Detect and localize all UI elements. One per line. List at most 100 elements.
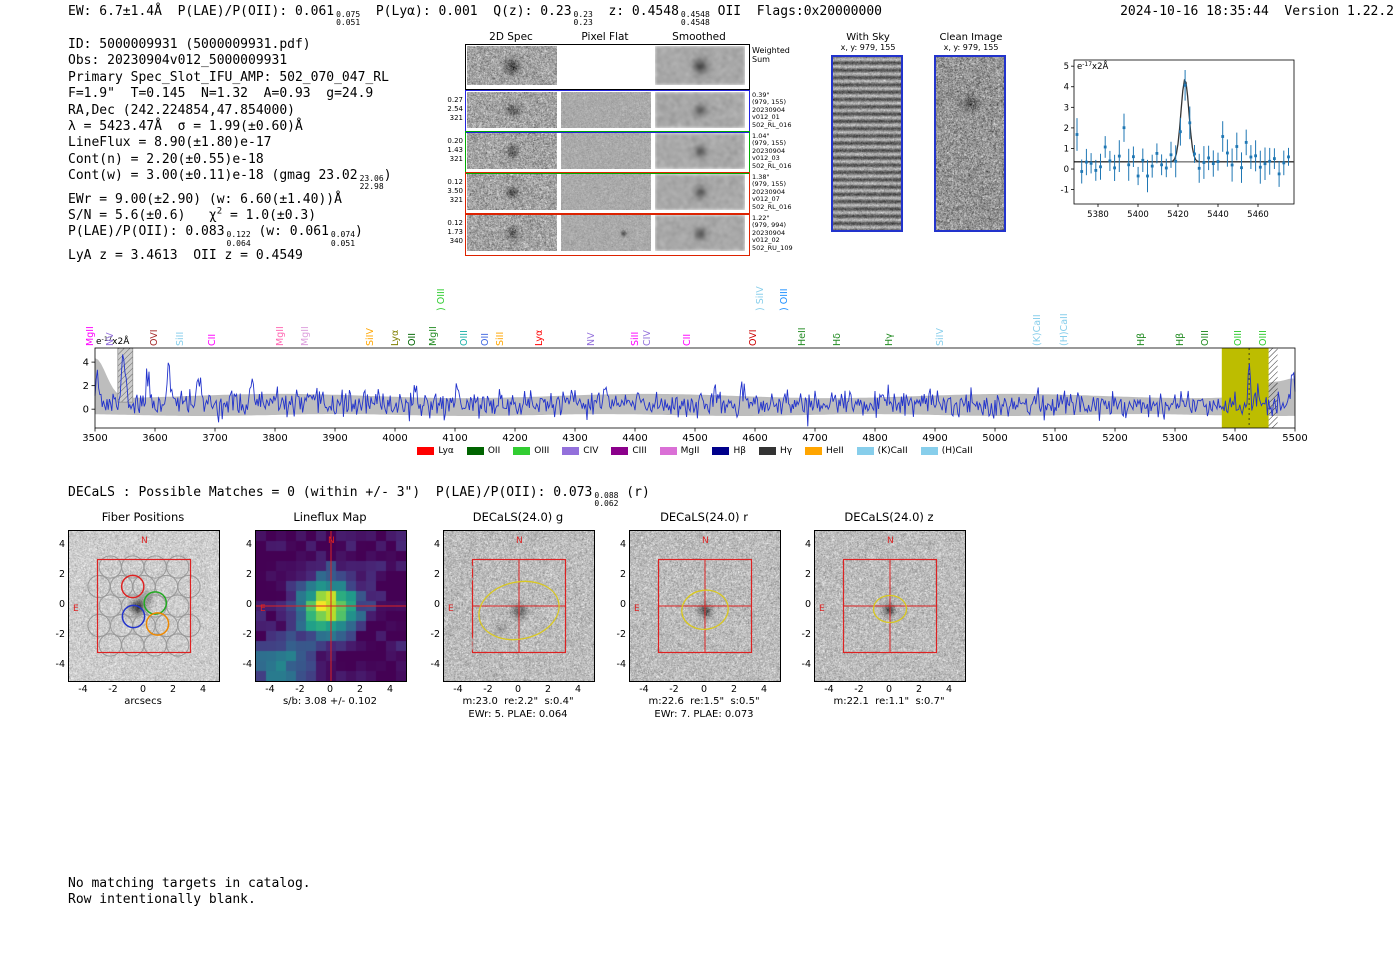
row-scale-value: 321 bbox=[449, 155, 463, 163]
spec2d-row bbox=[465, 131, 750, 174]
data-point bbox=[1179, 130, 1182, 134]
compass-east-label: E bbox=[819, 604, 825, 614]
y-tick-label: 4 bbox=[804, 539, 811, 550]
upper-value: 0.23 bbox=[573, 10, 593, 19]
data-point bbox=[1155, 152, 1159, 155]
emission-line-label: (K)CaII bbox=[1031, 314, 1043, 346]
y-tick-label: 4 bbox=[619, 539, 626, 550]
x-tick-label: -4 bbox=[824, 684, 834, 695]
emission-line-label: Hβ bbox=[1175, 332, 1186, 346]
x-tick-label: 4000 bbox=[382, 433, 407, 444]
legend-swatch bbox=[712, 447, 730, 455]
annotation-line: 502_RL_016 bbox=[752, 120, 792, 129]
annotation-line: 1.38" bbox=[752, 173, 770, 181]
x-tick-label: 4800 bbox=[862, 433, 887, 444]
data-point bbox=[1244, 141, 1248, 144]
spec2d-image bbox=[467, 215, 557, 251]
legend-swatch bbox=[920, 447, 938, 455]
gaussian-fit-line bbox=[1074, 78, 1294, 163]
footer-line-2: Row intentionally blank. bbox=[68, 892, 256, 907]
row-scale-value: 0.12 bbox=[447, 219, 463, 227]
data-point bbox=[1122, 126, 1126, 130]
frame-annotation: 1.04" (979, 155) 20230904 v012_03 502_RL_016 bbox=[752, 132, 806, 170]
panel-title: DECaLS(24.0) g bbox=[472, 510, 564, 524]
emission-line-label: MgII bbox=[300, 326, 312, 346]
legend-swatch bbox=[513, 447, 531, 455]
emission-line-label: OIII bbox=[1200, 330, 1212, 346]
row-scale-value: 0.12 bbox=[447, 178, 463, 186]
y-tick-label: 0 bbox=[433, 599, 440, 610]
data-point bbox=[1254, 154, 1257, 158]
data-point bbox=[1287, 155, 1290, 159]
y-tick-label: 2 bbox=[245, 569, 252, 580]
fiber-circle bbox=[98, 594, 122, 618]
data-point bbox=[1141, 158, 1145, 162]
neighbor-source-outline bbox=[447, 559, 475, 587]
stacked-range: 0.074 0.051 bbox=[329, 230, 356, 248]
y-tick-label: 0 bbox=[804, 599, 811, 610]
y-tick-label: 2 bbox=[804, 569, 811, 580]
pixel-flat-image bbox=[561, 174, 651, 210]
text-run: Primary Spec_Slot_IFU_AMP: 502_070_047_R… bbox=[68, 69, 389, 85]
x-tick-label: -2 bbox=[295, 684, 305, 695]
legend-swatch bbox=[856, 447, 874, 455]
annotation-line: 20230904 bbox=[752, 105, 786, 114]
cutout-panel-decals_z: DECaLS(24.0) z N E -4 -4 -2 -2 0 0 2 2 4 4 m:22.1 re:… bbox=[789, 508, 989, 723]
data-point bbox=[1282, 161, 1286, 165]
annotation-line: 502_RL_016 bbox=[752, 202, 792, 211]
data-point bbox=[1085, 160, 1088, 164]
legend-item: OII bbox=[466, 446, 500, 456]
x-tick-label: 5100 bbox=[1042, 433, 1067, 444]
text-run: ID: 5000009931 (5000009931.pdf) bbox=[68, 37, 311, 52]
aperture-ellipse bbox=[478, 580, 560, 641]
legend-item: Lyα bbox=[417, 446, 454, 456]
y-tick-label: 3 bbox=[1064, 103, 1069, 113]
smoothed-image bbox=[655, 174, 745, 210]
cutout-panel-decals_r: DECaLS(24.0) r N E -4 -4 -2 -2 0 0 2 2 4 4 m:22.6 re:… bbox=[604, 508, 804, 723]
stacked-range: 0.122 0.064 bbox=[225, 231, 251, 248]
line-fit-plot: 5380 5400 5420 5440 5460 5 4 3 2 1 0 -1 e-17x2Å bbox=[1061, 59, 1295, 220]
with-sky-title: With Sky bbox=[846, 32, 890, 43]
x-tick-label: 4300 bbox=[562, 433, 587, 444]
row-scale-value: 0.20 bbox=[447, 137, 463, 145]
info-line: Cont(n) = 2.20(±0.55)e-18 bbox=[68, 152, 392, 168]
info-line: F=1.9" T=0.145 N=1.32 A=0.93 g=24.9 bbox=[68, 86, 392, 102]
emission-line-label: CII bbox=[681, 333, 693, 346]
spec2d-column-header: Pixel Flat bbox=[581, 31, 629, 43]
highlighted-fiber-circle bbox=[145, 612, 170, 636]
annotation-line: 0.39" bbox=[752, 91, 770, 99]
lower-value: 22.98 bbox=[359, 182, 384, 192]
emission-line-label: OII bbox=[480, 332, 492, 346]
upper-value: 0.075 bbox=[336, 10, 361, 19]
row-scale-value: 321 bbox=[449, 196, 463, 204]
panel-title: Fiber Positions bbox=[101, 510, 185, 524]
data-point bbox=[1103, 145, 1107, 149]
legend-swatch bbox=[466, 447, 484, 455]
data-point bbox=[1164, 166, 1168, 170]
row-scale-value: 2.54 bbox=[447, 105, 463, 113]
upper-value: 0.074 bbox=[330, 230, 356, 240]
upper-value: 0.4548 bbox=[680, 10, 710, 19]
aperture-ellipse bbox=[872, 594, 908, 624]
x-tick-label: 5400 bbox=[1222, 433, 1247, 444]
y-tick-label: 2 bbox=[433, 569, 440, 580]
annotation-line: 502_RL_016 bbox=[752, 161, 792, 170]
annotation-line: (979, 994) bbox=[752, 221, 787, 230]
data-point bbox=[1202, 161, 1206, 164]
annotation-line: v012_03 bbox=[752, 154, 780, 163]
x-tick-label: 2 bbox=[356, 684, 364, 695]
text-run: OII Flags:0x20000000 bbox=[709, 4, 882, 19]
emission-line-label: SiII bbox=[630, 331, 642, 346]
cutout-panel-decals_g: DECaLS(24.0) g N E -4 -4 -2 -2 0 0 2 2 4 4 m:23.0 re:… bbox=[418, 508, 618, 723]
x-tick-label: 4600 bbox=[742, 433, 767, 444]
x-tick-label: -2 bbox=[108, 684, 118, 695]
with-sky-coords: x, y: 979, 155 bbox=[840, 43, 896, 52]
x-tick-label: 2 bbox=[169, 684, 177, 695]
highlighted-fiber-circle bbox=[120, 574, 145, 599]
annotation-line: v012_01 bbox=[752, 113, 780, 122]
y-tick-label: 0 bbox=[619, 599, 626, 610]
legend-label: MgII bbox=[680, 446, 700, 456]
x-tick-label: -2 bbox=[854, 684, 864, 695]
emission-line-label: Hδ bbox=[831, 333, 843, 346]
